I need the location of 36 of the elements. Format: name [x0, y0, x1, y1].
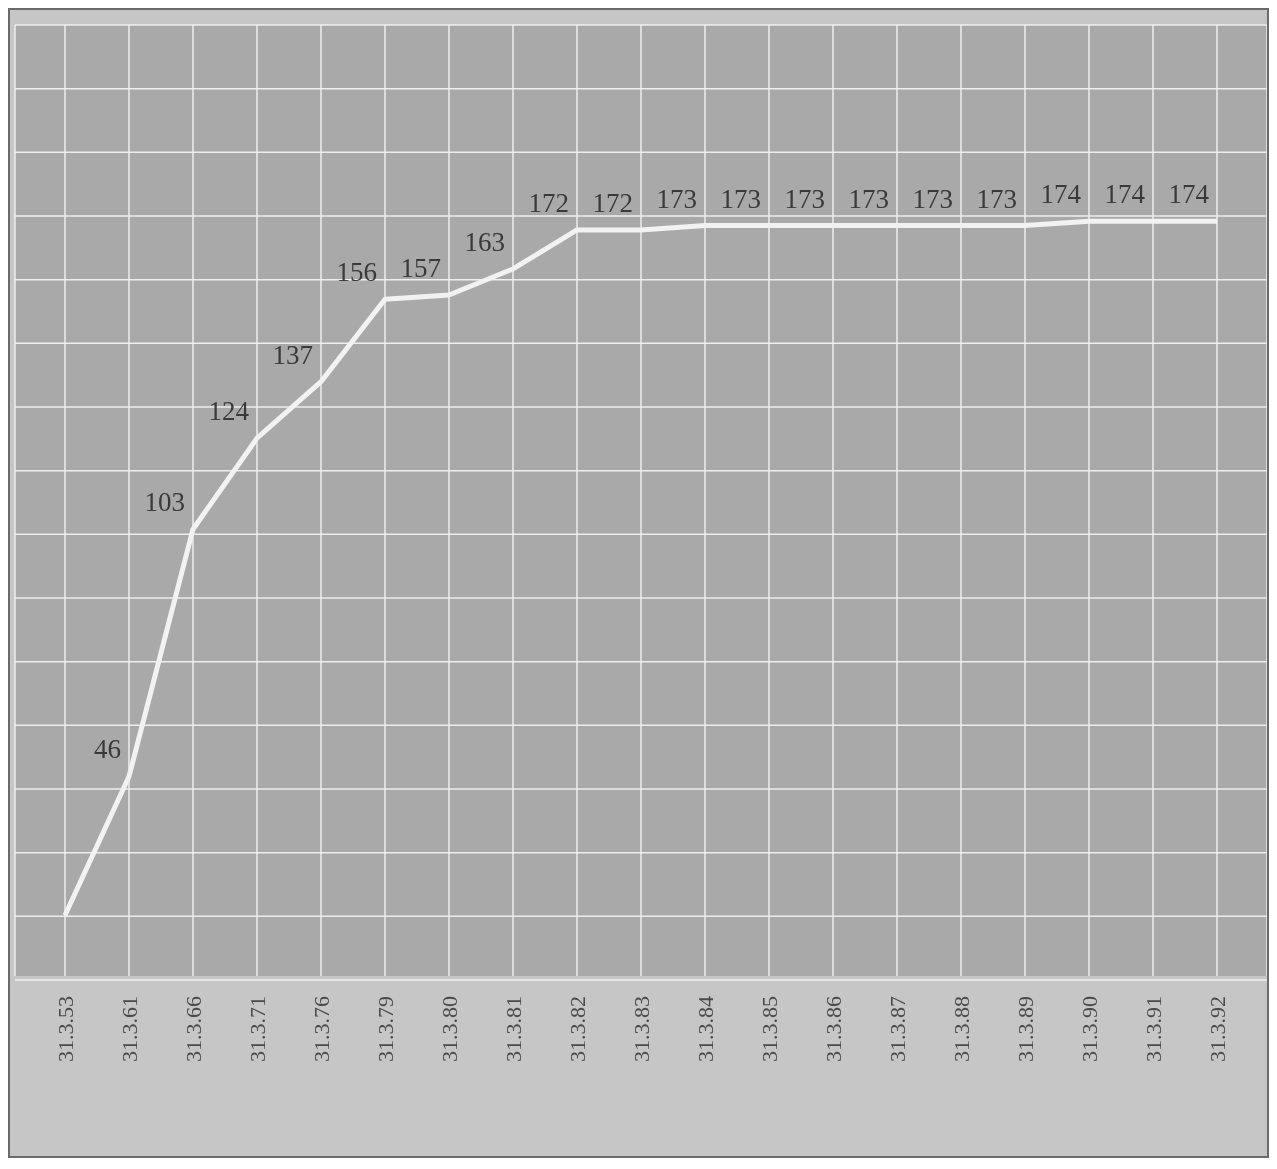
x-tick-label: 31.3.82: [564, 996, 590, 1062]
data-label: 172: [528, 187, 569, 218]
data-label: 172: [592, 187, 633, 218]
x-tick-label: 31.3.80: [436, 996, 462, 1062]
x-tick-label: 31.3.90: [1076, 996, 1102, 1062]
data-label: 173: [784, 183, 825, 214]
x-tick-label: 31.3.79: [372, 996, 398, 1062]
x-tick-label: 31.3.91: [1140, 996, 1166, 1062]
data-label: 174: [1104, 179, 1146, 210]
data-label: 173: [720, 183, 761, 214]
data-label: 173: [656, 183, 697, 214]
x-tick-label: 31.3.71: [244, 996, 270, 1062]
x-tick-label: 31.3.92: [1204, 996, 1230, 1062]
x-tick-label: 31.3.53: [52, 996, 78, 1062]
x-tick-label: 31.3.87: [884, 996, 910, 1062]
data-label: 173: [848, 183, 889, 214]
x-tick-label: 31.3.66: [180, 996, 206, 1062]
x-tick-label: 31.3.61: [116, 996, 142, 1062]
data-label: 46: [94, 734, 121, 765]
x-tick-label: 31.3.76: [308, 996, 334, 1062]
x-tick-label: 31.3.89: [1012, 996, 1038, 1062]
x-tick-label: 31.3.85: [756, 996, 782, 1062]
data-label: 103: [144, 487, 185, 518]
data-label: 137: [272, 339, 313, 370]
data-label: 173: [976, 183, 1017, 214]
data-label: 174: [1040, 179, 1082, 210]
data-label: 124: [208, 396, 250, 427]
x-tick-label: 31.3.83: [628, 996, 654, 1062]
x-tick-label: 31.3.81: [500, 996, 526, 1062]
x-tick-label: 31.3.84: [692, 996, 718, 1062]
data-label: 174: [1168, 179, 1210, 210]
x-tick-label: 31.3.86: [820, 996, 846, 1062]
data-label: 157: [400, 252, 441, 283]
data-label: 163: [464, 226, 505, 257]
data-label: 173: [912, 183, 953, 214]
x-tick-label: 31.3.88: [948, 996, 974, 1062]
